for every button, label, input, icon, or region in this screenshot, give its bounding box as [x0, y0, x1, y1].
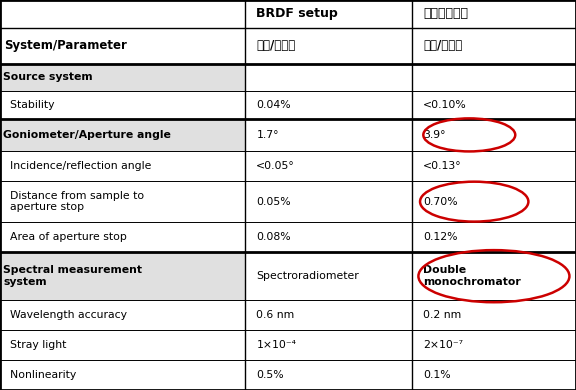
Text: <0.05°: <0.05°	[256, 161, 295, 171]
Bar	[0, 0, 245, 28]
Text: Double
monochromator: Double monochromator	[423, 265, 521, 287]
Bar	[245, 64, 412, 91]
Bar	[0, 181, 245, 222]
Bar	[0, 360, 245, 390]
Text: 번각반사율계: 번각반사율계	[423, 7, 468, 20]
Bar	[412, 0, 576, 28]
Text: Nonlinearity: Nonlinearity	[3, 370, 77, 380]
Bar	[245, 91, 412, 119]
Bar	[245, 330, 412, 360]
Bar	[412, 91, 576, 119]
Bar	[412, 151, 576, 181]
Bar	[245, 28, 412, 64]
Text: <0.13°: <0.13°	[423, 161, 462, 171]
Text: System/Parameter: System/Parameter	[5, 39, 127, 52]
Bar	[412, 181, 576, 222]
Text: 성능/불확도: 성능/불확도	[256, 39, 295, 52]
Bar	[412, 300, 576, 330]
Text: 0.08%: 0.08%	[256, 232, 291, 243]
Bar	[245, 181, 412, 222]
Bar	[0, 252, 245, 300]
Text: 0.2 nm: 0.2 nm	[423, 310, 461, 320]
Bar	[0, 91, 245, 119]
Text: Spectral measurement
system: Spectral measurement system	[3, 265, 142, 287]
Text: 3.9°: 3.9°	[423, 130, 446, 140]
Bar	[0, 64, 245, 91]
Text: <0.10%: <0.10%	[423, 100, 467, 110]
Text: 0.6 nm: 0.6 nm	[256, 310, 294, 320]
Bar	[412, 360, 576, 390]
Text: Source system: Source system	[3, 73, 93, 82]
Text: Distance from sample to
  aperture stop: Distance from sample to aperture stop	[3, 191, 145, 213]
Bar	[412, 222, 576, 252]
Text: 0.5%: 0.5%	[256, 370, 284, 380]
Bar	[412, 252, 576, 300]
Text: Incidence/reflection angle: Incidence/reflection angle	[3, 161, 152, 171]
Text: Wavelength accuracy: Wavelength accuracy	[3, 310, 127, 320]
Bar	[0, 119, 245, 151]
Bar	[412, 28, 576, 64]
Text: Stability: Stability	[3, 100, 55, 110]
Text: 2×10⁻⁷: 2×10⁻⁷	[423, 340, 463, 350]
Bar	[245, 0, 412, 28]
Text: Stray light: Stray light	[3, 340, 67, 350]
Bar	[412, 64, 576, 91]
Bar	[245, 360, 412, 390]
Bar	[245, 222, 412, 252]
Bar	[245, 252, 412, 300]
Text: 0.70%: 0.70%	[423, 197, 458, 207]
Text: 1×10⁻⁴: 1×10⁻⁴	[256, 340, 296, 350]
Bar	[0, 330, 245, 360]
Bar	[0, 222, 245, 252]
Text: 0.1%: 0.1%	[423, 370, 451, 380]
Text: Area of aperture stop: Area of aperture stop	[3, 232, 127, 243]
Text: BRDF setup: BRDF setup	[256, 7, 338, 20]
Bar	[0, 28, 245, 64]
Text: 성능/불확도: 성능/불확도	[423, 39, 463, 52]
Bar	[412, 119, 576, 151]
Text: 0.04%: 0.04%	[256, 100, 291, 110]
Text: 0.05%: 0.05%	[256, 197, 291, 207]
Bar	[245, 151, 412, 181]
Text: Spectroradiometer: Spectroradiometer	[256, 271, 359, 281]
Text: 1.7°: 1.7°	[256, 130, 279, 140]
Text: Goniometer/Aperture angle: Goniometer/Aperture angle	[3, 130, 171, 140]
Bar	[0, 300, 245, 330]
Bar	[245, 300, 412, 330]
Text: 0.12%: 0.12%	[423, 232, 458, 243]
Bar	[412, 330, 576, 360]
Bar	[245, 119, 412, 151]
Bar	[0, 151, 245, 181]
